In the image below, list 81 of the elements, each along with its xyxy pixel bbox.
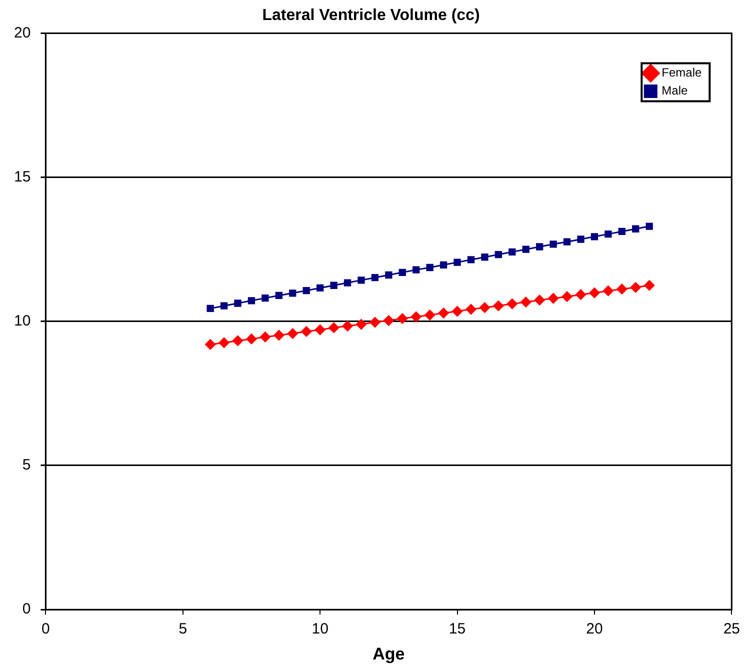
point	[438, 308, 449, 318]
y-tick-label: 20	[14, 24, 31, 42]
point	[506, 298, 518, 310]
point	[536, 243, 544, 250]
point	[370, 317, 380, 328]
point	[577, 236, 584, 243]
point	[383, 315, 394, 326]
point	[397, 313, 408, 324]
point	[316, 284, 324, 292]
point	[248, 297, 256, 304]
point	[426, 264, 434, 272]
point	[590, 233, 598, 240]
point	[301, 326, 312, 337]
x-axis-title: Age	[372, 644, 405, 664]
point	[289, 290, 296, 297]
point	[234, 300, 242, 307]
point	[534, 294, 545, 306]
chart-title: Lateral Ventricle Volume (cc)	[262, 7, 480, 24]
point	[410, 312, 422, 322]
point	[342, 320, 353, 332]
point	[218, 337, 230, 348]
point	[520, 296, 532, 308]
point	[522, 246, 530, 253]
point	[563, 238, 571, 246]
point	[548, 293, 559, 304]
point	[246, 334, 257, 344]
point	[604, 230, 612, 238]
point	[632, 225, 640, 232]
point	[618, 228, 626, 236]
x-tick-label: 15	[448, 620, 466, 638]
point	[330, 282, 338, 289]
legend-label: Male	[662, 84, 688, 98]
point	[646, 222, 653, 230]
point	[467, 256, 475, 264]
point	[630, 282, 641, 293]
x-tick-label: 25	[723, 620, 740, 638]
point	[260, 332, 270, 342]
point	[314, 324, 326, 336]
point	[344, 279, 352, 286]
point	[479, 302, 490, 313]
point	[205, 339, 216, 350]
point	[287, 328, 298, 339]
point	[644, 280, 655, 291]
point	[494, 250, 502, 258]
legend-label: Female	[662, 66, 702, 80]
point	[274, 330, 284, 340]
y-tick-label: 5	[22, 456, 31, 474]
point	[454, 258, 461, 266]
point	[616, 284, 628, 294]
point	[275, 292, 282, 300]
point	[589, 288, 600, 298]
point	[358, 276, 365, 284]
point	[550, 240, 557, 248]
point	[493, 300, 504, 312]
point	[481, 254, 488, 261]
point	[440, 261, 448, 268]
point	[412, 266, 420, 274]
x-tick-label: 20	[586, 620, 603, 638]
point	[398, 268, 406, 276]
point	[356, 319, 366, 330]
point	[220, 302, 228, 310]
point	[371, 274, 379, 282]
x-tick-label: 0	[42, 620, 50, 638]
y-tick-label: 15	[14, 168, 31, 186]
x-tick-label: 10	[312, 620, 328, 638]
point	[232, 335, 244, 346]
point	[262, 294, 269, 302]
point	[466, 304, 476, 315]
point	[508, 248, 516, 256]
point	[302, 286, 310, 294]
point	[562, 291, 572, 302]
point	[602, 286, 614, 296]
point	[385, 271, 392, 279]
point	[424, 310, 436, 320]
y-tick-label: 0	[22, 600, 31, 618]
y-tick-label: 10	[14, 312, 31, 330]
point	[452, 306, 463, 317]
point	[206, 304, 214, 312]
point	[575, 289, 586, 300]
x-tick-label: 5	[178, 620, 188, 638]
point	[328, 322, 340, 333]
